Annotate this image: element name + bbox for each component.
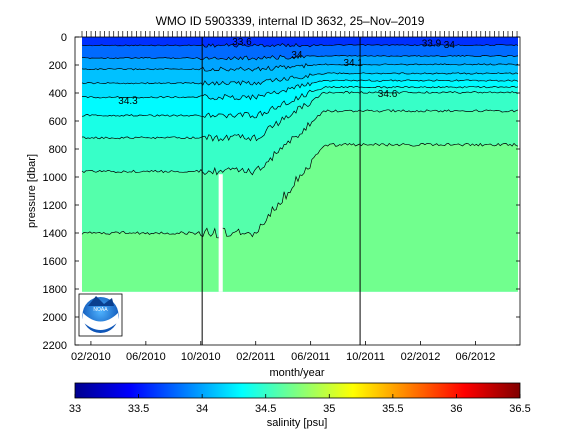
contour-label: 34	[291, 50, 303, 61]
x-tick-label: 02/2012	[401, 351, 441, 363]
contour-label: 33.6	[232, 37, 252, 48]
contour-label: 34	[444, 40, 456, 51]
contour-line	[81, 43, 519, 48]
x-axis-label: month/year	[269, 367, 324, 379]
colorbar-tick-label: 33.5	[128, 403, 149, 415]
plot-frame	[74, 36, 521, 346]
contour-line	[82, 91, 519, 142]
contour-line	[81, 54, 519, 61]
y-tick-label: 400	[49, 88, 67, 100]
no-data-region	[75, 291, 520, 345]
y-tick-label: 800	[49, 144, 67, 156]
x-axis: 02/2010 06/2010 10/2010 02/2011 06/2011 10/20…	[71, 341, 495, 363]
contour-line	[81, 79, 519, 101]
x-tick-label: 02/2011	[236, 351, 275, 363]
y-tick-label: 2200	[43, 340, 67, 352]
y-tick-label: 1000	[43, 172, 67, 184]
colorbar-tick-label: 36	[450, 403, 462, 415]
contour-line	[81, 62, 519, 72]
contour-lines	[81, 43, 519, 239]
chart-title: WMO ID 5903339, internal ID 3632, 25–Nov…	[156, 14, 425, 28]
contour-line	[81, 109, 519, 176]
contour-label: 33.9	[422, 39, 442, 50]
x-tick-label: 10/2011	[346, 351, 385, 363]
data-gap	[218, 174, 223, 292]
contour-label: 34.3	[118, 96, 138, 107]
contour-line	[81, 72, 519, 86]
svg-text:NOAA: NOAA	[93, 307, 108, 313]
contour-label: 34.1	[343, 58, 363, 69]
x-tick-label: 10/2010	[181, 351, 221, 363]
colorbar-tick-label: 33	[69, 403, 81, 415]
y-tick-label: 600	[49, 116, 67, 128]
y-tick-label: 1600	[43, 256, 67, 268]
y-tick-label: 200	[49, 60, 67, 72]
vertical-markers	[201, 37, 361, 345]
x-tick-label: 02/2010	[71, 351, 111, 363]
contour-line	[81, 85, 519, 119]
colorbar-gradient	[74, 382, 521, 399]
y-tick-label: 1200	[43, 200, 67, 212]
y-tick-label: 0	[61, 32, 67, 44]
profile-ticks	[81, 31, 518, 37]
x-tick-label: 06/2012	[456, 351, 496, 363]
colorbar-ticks: 33 33.5 34 34.5 35 35.5 36 36.5	[69, 394, 531, 415]
colorbar-label: salinity [psu]	[267, 417, 328, 429]
y-tick-label: 1800	[43, 284, 67, 296]
colorbar-tick-label: 35.5	[382, 403, 403, 415]
y-axis: 0 200 400 600 800 1000 1200 1400 1600 1800 2000 220…	[43, 32, 520, 352]
x-tick-label: 06/2011	[291, 351, 330, 363]
y-tick-label: 1400	[43, 228, 67, 240]
y-tick-label: 2000	[43, 312, 67, 324]
contour-line	[81, 142, 519, 239]
colorbar-tick-label: 35	[323, 403, 335, 415]
salinity-layers	[75, 37, 520, 345]
colorbar-tick-label: 34	[196, 403, 208, 415]
colorbar: 33 33.5 34 34.5 35 35.5 36 36.5 salinity [psu]	[69, 382, 531, 429]
x-tick-label: 06/2010	[126, 351, 166, 363]
colorbar-tick-label: 36.5	[509, 403, 530, 415]
y-axis-label: pressure [dbar]	[26, 154, 38, 228]
contour-label: 34.6	[378, 89, 398, 100]
noaa-logo: NOAA	[78, 293, 123, 337]
salinity-layer	[82, 143, 518, 292]
colorbar-tick-label: 34.5	[255, 403, 276, 415]
